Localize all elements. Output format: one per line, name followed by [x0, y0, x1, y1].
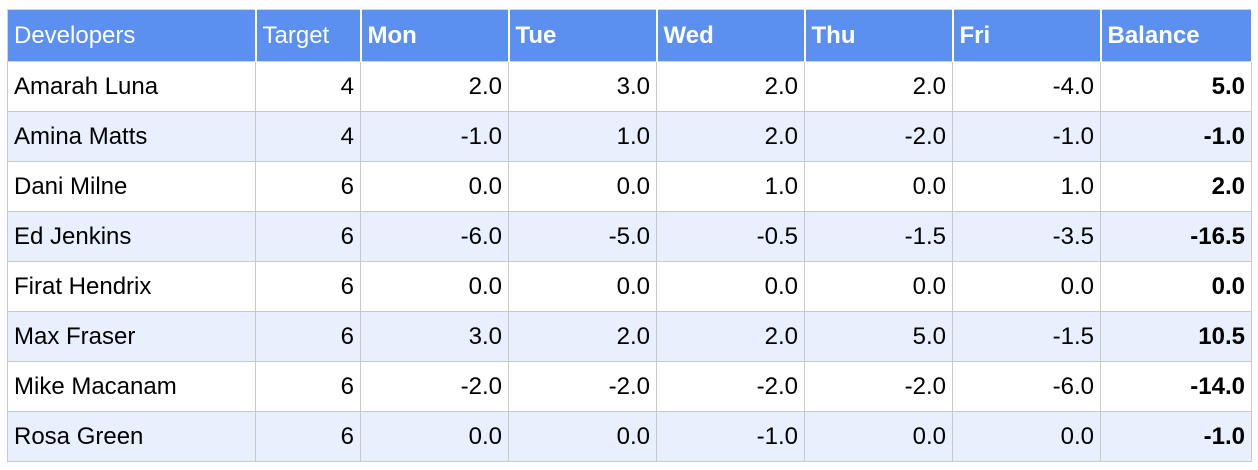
wed-cell[interactable]: -2.0 — [656, 361, 805, 412]
thu-cell[interactable]: 2.0 — [804, 61, 953, 112]
balance-cell[interactable]: 5.0 — [1100, 61, 1252, 112]
thu-cell[interactable]: 5.0 — [804, 311, 953, 362]
balance-cell[interactable]: 0.0 — [1100, 261, 1252, 312]
table-row: Rosa Green 6 0.0 0.0 -1.0 0.0 0.0 -1.0 — [7, 411, 1252, 462]
mon-cell[interactable]: -6.0 — [360, 211, 509, 262]
fri-cell[interactable]: -4.0 — [952, 61, 1101, 112]
wed-cell[interactable]: 2.0 — [656, 311, 805, 362]
wed-cell[interactable]: 2.0 — [656, 111, 805, 162]
balance-cell[interactable]: 2.0 — [1100, 161, 1252, 212]
header-fri[interactable]: Fri — [952, 9, 1102, 62]
thu-cell[interactable]: -2.0 — [804, 111, 953, 162]
header-mon[interactable]: Mon — [360, 9, 510, 62]
tue-cell[interactable]: -5.0 — [508, 211, 657, 262]
developer-balance-sheet: Developers Target Mon Tue Wed Thu Fri Ba… — [7, 9, 1253, 462]
target-cell[interactable]: 6 — [255, 411, 361, 462]
header-wed[interactable]: Wed — [656, 9, 806, 62]
header-row: Developers Target Mon Tue Wed Thu Fri Ba… — [7, 9, 1253, 62]
wed-cell[interactable]: -0.5 — [656, 211, 805, 262]
header-balance[interactable]: Balance — [1100, 9, 1253, 62]
developer-name-cell[interactable]: Firat Hendrix — [7, 261, 256, 312]
header-developers[interactable]: Developers — [7, 9, 257, 62]
fri-cell[interactable]: -3.5 — [952, 211, 1101, 262]
mon-cell[interactable]: 3.0 — [360, 311, 509, 362]
table-row: Amina Matts 4 -1.0 1.0 2.0 -2.0 -1.0 -1.… — [7, 111, 1252, 162]
developer-name-cell[interactable]: Ed Jenkins — [7, 211, 256, 262]
fri-cell[interactable]: 1.0 — [952, 161, 1101, 212]
table-row: Max Fraser 6 3.0 2.0 2.0 5.0 -1.5 10.5 — [7, 311, 1252, 362]
fri-cell[interactable]: 0.0 — [952, 411, 1101, 462]
fri-cell[interactable]: 0.0 — [952, 261, 1101, 312]
thu-cell[interactable]: 0.0 — [804, 411, 953, 462]
wed-cell[interactable]: 1.0 — [656, 161, 805, 212]
balance-cell[interactable]: -16.5 — [1100, 211, 1252, 262]
tue-cell[interactable]: 2.0 — [508, 311, 657, 362]
table-row: Amarah Luna 4 2.0 3.0 2.0 2.0 -4.0 5.0 — [7, 61, 1252, 112]
developer-name-cell[interactable]: Amina Matts — [7, 111, 256, 162]
table-row: Dani Milne 6 0.0 0.0 1.0 0.0 1.0 2.0 — [7, 161, 1252, 212]
header-tue[interactable]: Tue — [508, 9, 658, 62]
mon-cell[interactable]: -2.0 — [360, 361, 509, 412]
tue-cell[interactable]: 0.0 — [508, 411, 657, 462]
table-row: Ed Jenkins 6 -6.0 -5.0 -0.5 -1.5 -3.5 -1… — [7, 211, 1252, 262]
mon-cell[interactable]: 0.0 — [360, 261, 509, 312]
wed-cell[interactable]: 2.0 — [656, 61, 805, 112]
table-row: Firat Hendrix 6 0.0 0.0 0.0 0.0 0.0 0.0 — [7, 261, 1252, 312]
header-thu[interactable]: Thu — [804, 9, 954, 62]
tue-cell[interactable]: 1.0 — [508, 111, 657, 162]
developer-name-cell[interactable]: Amarah Luna — [7, 61, 256, 112]
balance-cell[interactable]: -14.0 — [1100, 361, 1252, 412]
target-cell[interactable]: 4 — [255, 61, 361, 112]
balance-cell[interactable]: 10.5 — [1100, 311, 1252, 362]
thu-cell[interactable]: -2.0 — [804, 361, 953, 412]
balance-table: Developers Target Mon Tue Wed Thu Fri Ba… — [7, 9, 1253, 462]
header-target[interactable]: Target — [255, 9, 362, 62]
target-cell[interactable]: 6 — [255, 161, 361, 212]
tue-cell[interactable]: -2.0 — [508, 361, 657, 412]
developer-name-cell[interactable]: Max Fraser — [7, 311, 256, 362]
target-cell[interactable]: 6 — [255, 361, 361, 412]
balance-cell[interactable]: -1.0 — [1100, 411, 1252, 462]
target-cell[interactable]: 6 — [255, 311, 361, 362]
wed-cell[interactable]: 0.0 — [656, 261, 805, 312]
mon-cell[interactable]: 0.0 — [360, 411, 509, 462]
wed-cell[interactable]: -1.0 — [656, 411, 805, 462]
developer-name-cell[interactable]: Dani Milne — [7, 161, 256, 212]
thu-cell[interactable]: 0.0 — [804, 261, 953, 312]
balance-cell[interactable]: -1.0 — [1100, 111, 1252, 162]
tue-cell[interactable]: 3.0 — [508, 61, 657, 112]
tue-cell[interactable]: 0.0 — [508, 161, 657, 212]
mon-cell[interactable]: 2.0 — [360, 61, 509, 112]
fri-cell[interactable]: -1.0 — [952, 111, 1101, 162]
developer-name-cell[interactable]: Mike Macanam — [7, 361, 256, 412]
tue-cell[interactable]: 0.0 — [508, 261, 657, 312]
mon-cell[interactable]: -1.0 — [360, 111, 509, 162]
target-cell[interactable]: 4 — [255, 111, 361, 162]
target-cell[interactable]: 6 — [255, 211, 361, 262]
fri-cell[interactable]: -6.0 — [952, 361, 1101, 412]
developer-name-cell[interactable]: Rosa Green — [7, 411, 256, 462]
thu-cell[interactable]: 0.0 — [804, 161, 953, 212]
mon-cell[interactable]: 0.0 — [360, 161, 509, 212]
thu-cell[interactable]: -1.5 — [804, 211, 953, 262]
target-cell[interactable]: 6 — [255, 261, 361, 312]
fri-cell[interactable]: -1.5 — [952, 311, 1101, 362]
table-row: Mike Macanam 6 -2.0 -2.0 -2.0 -2.0 -6.0 … — [7, 361, 1252, 412]
